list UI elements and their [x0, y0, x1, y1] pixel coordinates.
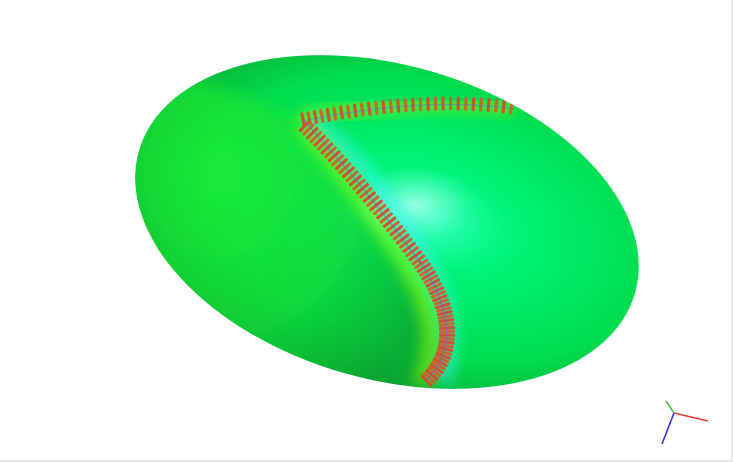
- seam-dash: [312, 109, 318, 125]
- seam-dash: [306, 127, 319, 140]
- seam-dash: [320, 142, 334, 155]
- seam-dash: [479, 97, 483, 112]
- seam-dash: [434, 354, 450, 364]
- seam-dash: [438, 325, 456, 330]
- seam-dash: [436, 348, 453, 356]
- seam-dash: [338, 162, 352, 175]
- seam-dash: [396, 98, 401, 113]
- seam-dash: [319, 108, 325, 123]
- seam-dash: [494, 98, 499, 113]
- x-axis-line: [673, 412, 709, 422]
- seam-dash: [316, 138, 330, 151]
- seam-dash: [334, 158, 348, 171]
- seam-dash: [471, 96, 476, 112]
- y-axis-line: [665, 400, 675, 414]
- seam-dash: [438, 322, 455, 327]
- seam-dash: [352, 103, 358, 118]
- seam-dash: [313, 134, 326, 147]
- seam-dash: [432, 357, 448, 367]
- seam-dash: [325, 107, 331, 122]
- seam-top-center-line: [301, 103, 516, 122]
- seam-dash: [327, 150, 341, 163]
- seam-dash: [359, 102, 365, 117]
- seam-dash: [332, 106, 338, 121]
- seam-dash: [346, 104, 351, 119]
- seam-dash: [501, 99, 506, 114]
- seam-dash: [438, 336, 455, 341]
- axes-triad-icon: [661, 400, 709, 445]
- seam-dash: [302, 123, 315, 136]
- seam-dash: [438, 342, 454, 349]
- seam-center-line: [304, 121, 447, 383]
- seam-dash: [339, 105, 344, 120]
- seam-dash: [309, 130, 323, 144]
- seam-dash: [486, 97, 491, 113]
- seam-curve: [298, 96, 516, 387]
- z-axis-line: [661, 412, 675, 445]
- seam-yellow-glow: [293, 115, 440, 390]
- seam-dash: [403, 97, 408, 113]
- seam-dash: [374, 100, 379, 115]
- seam-dash: [331, 154, 345, 167]
- seam-dash: [367, 101, 372, 116]
- seam-dash: [388, 99, 393, 114]
- seam-dash: [381, 99, 386, 115]
- seam-dash: [435, 351, 451, 360]
- seam-dash: [341, 166, 355, 179]
- seam-dash: [324, 146, 337, 159]
- seam-dash: [306, 111, 312, 126]
- seam-dash: [345, 170, 359, 183]
- seam-dash: [437, 345, 454, 353]
- seam-dash: [438, 339, 455, 345]
- seam-dash: [300, 112, 306, 127]
- seam-dash: [418, 97, 423, 112]
- seam-cyan-glow: [302, 111, 458, 386]
- seam-dash: [438, 318, 455, 324]
- seam-dash: [411, 97, 415, 112]
- seam-dash: [508, 100, 514, 115]
